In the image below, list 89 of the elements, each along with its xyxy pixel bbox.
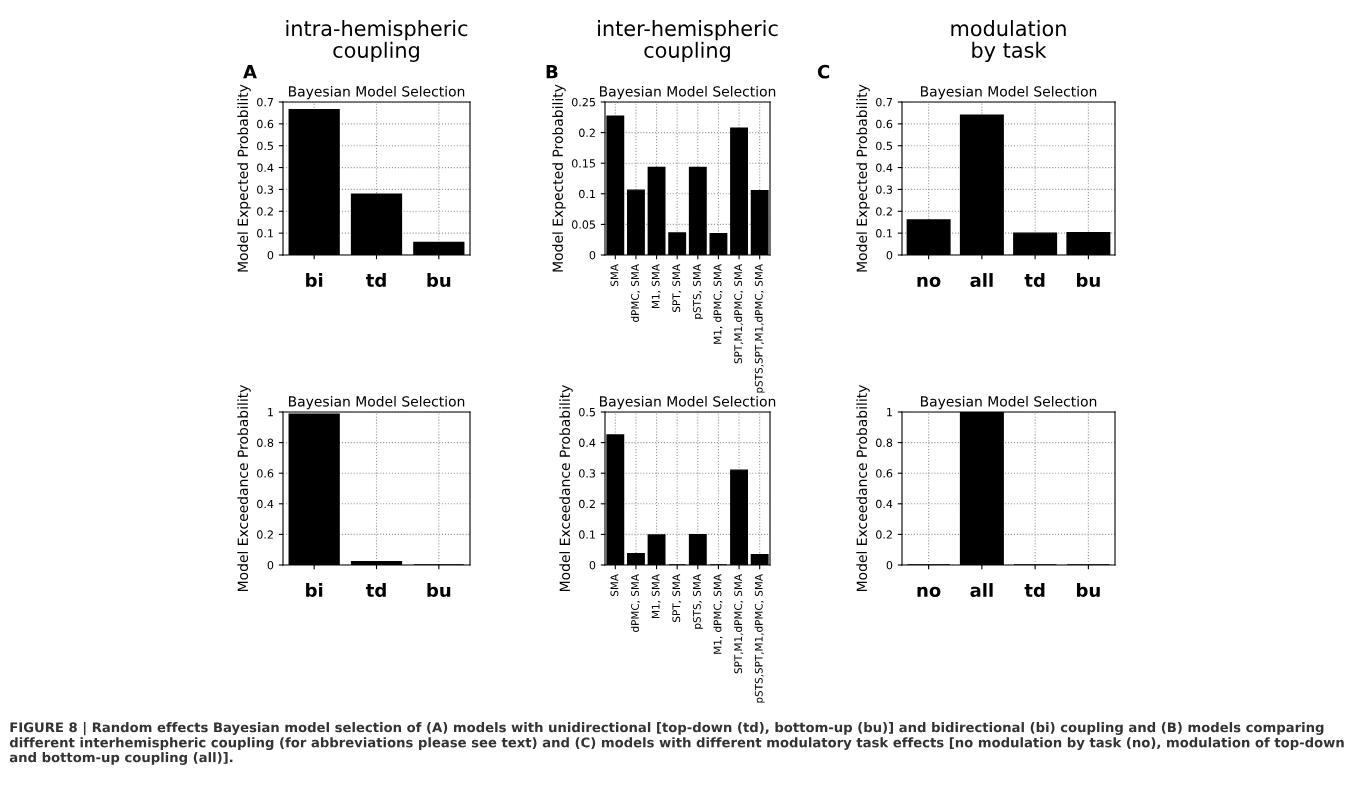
x-tick-label: all	[970, 273, 993, 288]
y-tick-label: 1	[887, 408, 892, 417]
x-tick-label: td	[1024, 583, 1045, 598]
y-tick-label: 0.6	[257, 119, 274, 129]
y-tick-label: 0.2	[876, 207, 892, 216]
x-tick-label: all	[970, 583, 993, 598]
x-tick-label: SPT, SMA	[672, 264, 682, 312]
chart-subtitle: Bayesian Model Selection	[599, 85, 776, 100]
caption: FIGURE 8 | Random effects Bayesian model selection of (A) models with unidirectional [top-down (td), bottom-up (bu)] and bidirectional (bi) coupling and (B) models comparing different interhemispheric coupling (for abbreviations please see text) and (C) models with different modulatory task effects [no modulation by task (no), modulation of top-down and bottom-up coupling (all)].	[9, 722, 1344, 765]
y-axis-title: Model Expected Probability	[552, 84, 566, 272]
y-tick-label: 0.1	[257, 229, 273, 238]
y-tick-label: 0.2	[257, 207, 273, 216]
x-tick-label: pSTS, SMA	[692, 574, 703, 629]
x-tick-label: bu	[427, 273, 451, 288]
y-tick-label: 0.2	[579, 128, 595, 137]
y-tick-label: 0.4	[257, 163, 274, 172]
y-axis-title: Model Exceedance Probability	[856, 385, 870, 592]
y-axis-title: Model Expected Probability	[856, 84, 870, 272]
x-tick-label: td	[1024, 273, 1045, 288]
x-tick-label: pSTS,SPT,M1,dPMC, SMA	[754, 264, 765, 393]
y-tick-label: 0.4	[876, 499, 893, 509]
y-tick-label: 0.1	[876, 229, 892, 238]
x-tick-label: td	[365, 583, 386, 598]
y-tick-label: 0.5	[579, 407, 595, 417]
chart-subtitle: Bayesian Model Selection	[288, 85, 465, 100]
y-tick-label: 0.4	[579, 438, 596, 447]
x-tick-label: bu	[1077, 583, 1100, 598]
y-tick-label: 0	[267, 560, 274, 570]
y-tick-label: 0.5	[257, 141, 273, 151]
y-tick-label: 0	[267, 250, 274, 260]
x-tick-label: bu	[1077, 273, 1100, 288]
x-tick-label: pSTS, SMA	[692, 264, 703, 319]
y-tick-label: 0.6	[876, 469, 893, 478]
x-tick-label: SPT, SMA	[672, 574, 682, 622]
y-tick-label: 0.3	[257, 185, 274, 194]
text: C	[817, 64, 830, 79]
y-tick-label: 0.3	[579, 469, 596, 478]
text: B	[546, 65, 558, 79]
chart-title: inter-hemispheric coupling	[598, 20, 778, 62]
x-tick-label: no	[917, 586, 941, 598]
x-tick-label: td	[365, 273, 386, 288]
y-tick-label: 0.7	[876, 97, 893, 107]
chart-subtitle: Bayesian Model Selection	[288, 395, 465, 410]
x-tick-label: bi	[306, 583, 323, 598]
y-tick-label: 0	[589, 250, 596, 260]
y-tick-label: 0.25	[571, 97, 595, 107]
x-tick-label: M1, SMA	[651, 574, 661, 618]
y-tick-label: 0	[886, 250, 893, 260]
chart-subtitle: Bayesian Model Selection	[920, 85, 1097, 100]
text: A	[243, 65, 257, 79]
y-tick-label: 0	[886, 560, 893, 570]
x-tick-label: dPMC, SMA	[630, 264, 641, 322]
chart-subtitle: Bayesian Model Selection	[599, 395, 776, 410]
y-tick-label: 0.3	[876, 185, 893, 194]
y-tick-label: 0.05	[571, 220, 595, 229]
y-tick-label: 0.5	[876, 141, 892, 151]
x-tick-label: pSTS,SPT,M1,dPMC, SMA	[754, 574, 765, 703]
y-tick-label: 0.1	[579, 189, 595, 199]
x-tick-label: M1, dPMC, SMA	[713, 264, 723, 344]
x-tick-label: SPT,M1,dPMC, SMA	[734, 574, 744, 674]
y-tick-label: 0.4	[876, 163, 893, 172]
chart-title: modulation by task	[951, 20, 1066, 62]
y-tick-label: 0.6	[257, 469, 274, 478]
y-axis-title: Model Expected Probability	[237, 84, 251, 272]
y-tick-label: 0.15	[571, 159, 595, 168]
chart-subtitle: Bayesian Model Selection	[920, 395, 1097, 410]
x-tick-label: bi	[306, 273, 323, 288]
chart-title: intra-hemispheric coupling	[286, 20, 468, 62]
y-tick-label: 0.2	[257, 530, 273, 539]
x-tick-label: bu	[427, 583, 451, 598]
y-tick-label: 0.1	[579, 530, 595, 539]
y-tick-label: 0.6	[876, 119, 893, 129]
y-tick-label: 0	[589, 560, 596, 570]
y-tick-label: 0.8	[876, 438, 893, 447]
y-axis-title: Model Exceedance Probability	[237, 385, 251, 592]
y-tick-label: 0.2	[579, 499, 595, 509]
x-tick-label: M1, dPMC, SMA	[713, 574, 723, 654]
y-tick-label: 0.4	[257, 499, 274, 509]
y-tick-label: 0.7	[257, 97, 274, 107]
x-tick-label: SMA	[610, 574, 619, 597]
x-tick-label: no	[917, 276, 941, 288]
y-tick-label: 0.2	[876, 530, 892, 539]
y-tick-label: 0.8	[257, 438, 274, 447]
y-tick-label: 1	[268, 408, 273, 417]
x-tick-label: M1, SMA	[651, 264, 661, 308]
x-tick-label: SMA	[610, 264, 619, 287]
x-tick-label: dPMC, SMA	[630, 574, 641, 632]
y-axis-title: Model Exceedance Probability	[559, 385, 573, 592]
x-tick-label: SPT,M1,dPMC, SMA	[734, 264, 744, 364]
